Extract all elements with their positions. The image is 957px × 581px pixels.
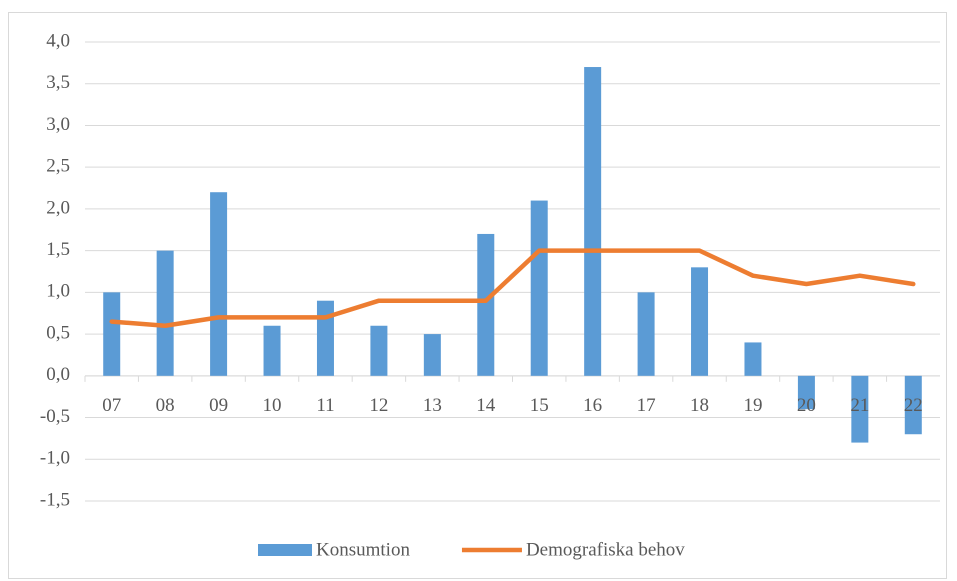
x-tick-label: 22 [904,395,923,416]
y-tick-label: -0,5 [40,406,70,427]
bar [316,300,334,376]
x-tick-label: 20 [797,395,816,416]
bar [156,250,174,376]
bar [477,233,495,376]
bar [744,342,762,376]
bar [904,375,922,435]
x-tick-label: 18 [690,395,709,416]
y-tick-label: 3,0 [46,114,70,135]
x-tick-label: 07 [102,395,121,416]
bar [851,375,869,443]
y-tick-label: 4,0 [46,30,70,51]
x-tick-label: 21 [850,395,869,416]
x-tick-label: 19 [743,395,762,416]
y-tick-label: -1,0 [40,448,70,469]
y-tick-label: -1,5 [40,489,70,510]
x-tick-label: 11 [316,395,334,416]
legend-swatch [258,544,312,556]
legend-label: Konsumtion [316,539,410,560]
legend-label: Demografiska behov [526,539,685,560]
bar [797,375,815,410]
y-tick-label: 0,5 [46,322,70,343]
x-tick-label: 15 [530,395,549,416]
x-tick-label: 09 [209,395,228,416]
y-tick-label: 0,0 [46,364,70,385]
bar [370,325,388,376]
bar [263,325,281,376]
x-tick-label: 10 [263,395,282,416]
x-tick-label: 08 [156,395,175,416]
bar [530,200,548,376]
x-tick-label: 13 [423,395,442,416]
x-tick-label: 16 [583,395,602,416]
bar [691,267,709,376]
bar [103,292,121,376]
y-tick-label: 3,5 [46,72,70,93]
y-tick-label: 1,0 [46,281,70,302]
y-tick-label: 1,5 [46,239,70,260]
x-tick-label: 14 [476,395,496,416]
bar [637,292,655,376]
x-tick-label: 17 [637,395,656,416]
bar [584,67,602,376]
x-tick-label: 12 [369,395,388,416]
y-tick-label: 2,5 [46,156,70,177]
bar [423,334,441,376]
bar [210,192,228,376]
line [109,248,916,328]
y-tick-label: 2,0 [46,197,70,218]
